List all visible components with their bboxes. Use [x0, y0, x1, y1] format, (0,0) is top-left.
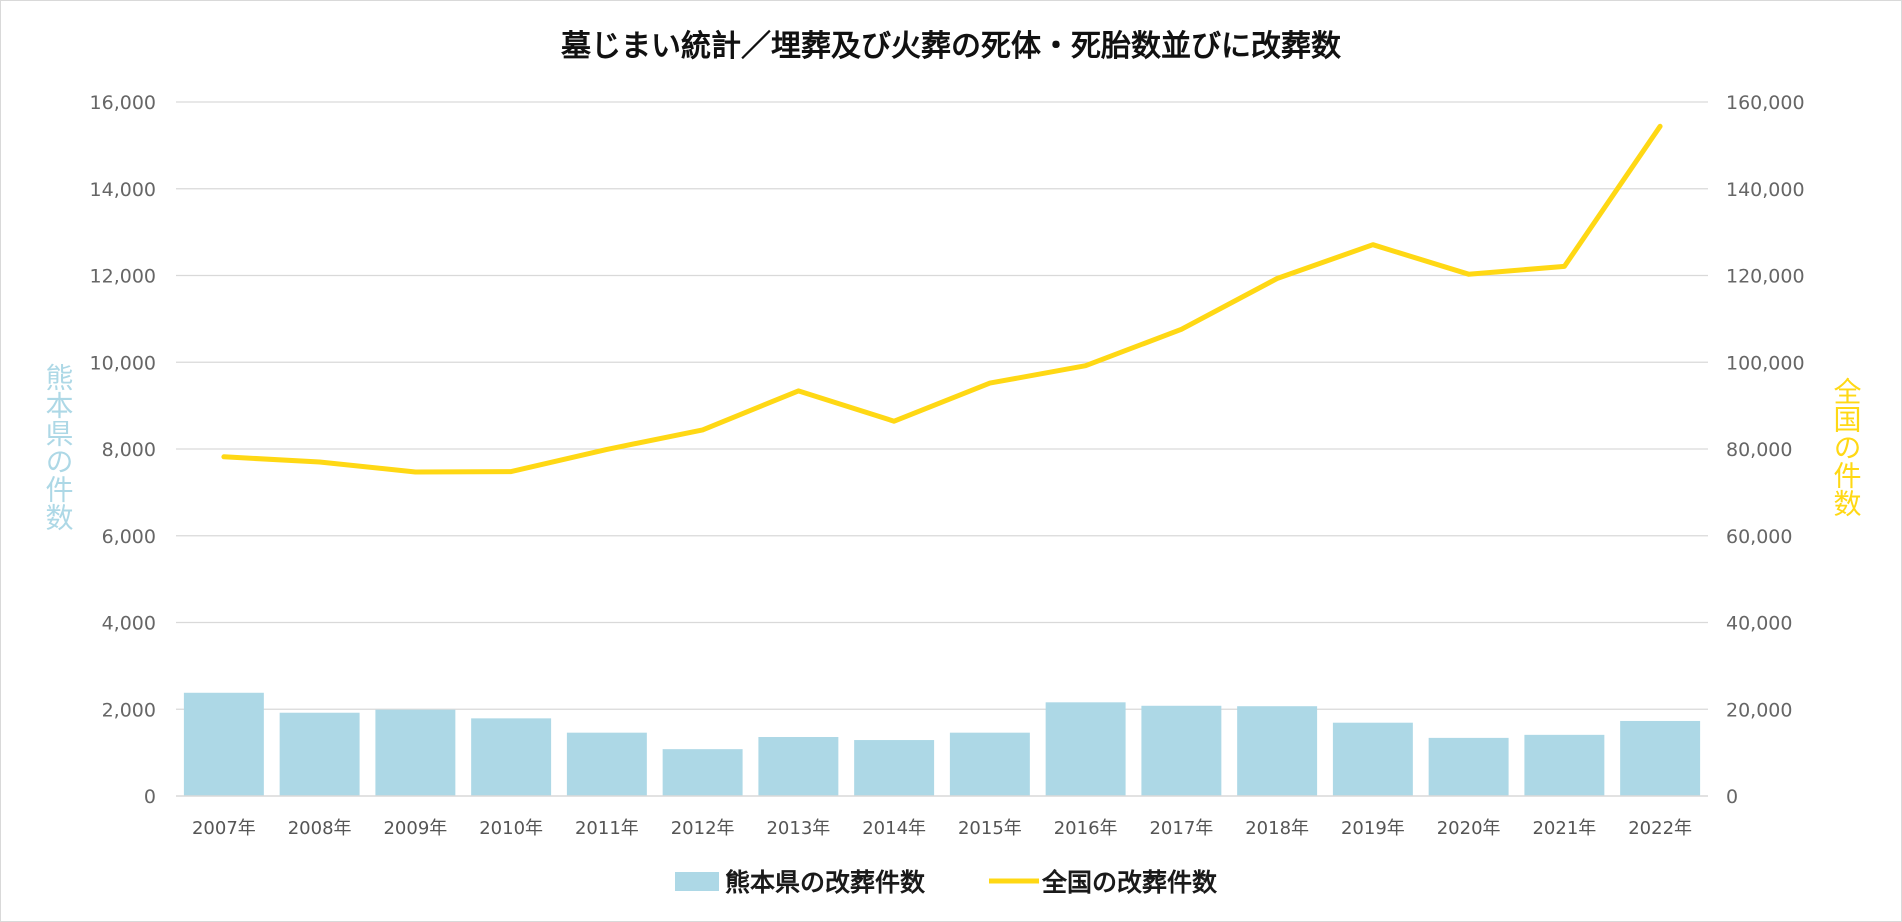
left-tick-label: 0	[144, 786, 156, 808]
x-tick-label: 2021年	[1532, 818, 1596, 839]
left-tick-label: 10,000	[90, 352, 156, 374]
x-tick-label: 2016年	[1054, 818, 1118, 839]
bar-2022年	[1620, 720, 1701, 796]
right-tick-label: 20,000	[1726, 699, 1792, 721]
line-series	[221, 123, 1663, 475]
bar-2007年	[183, 692, 264, 796]
right-axis-title: 全国の件数	[1830, 377, 1863, 517]
legend-bar-swatch	[675, 872, 719, 891]
right-tick-label: 120,000	[1726, 266, 1805, 288]
x-tick-label: 2011年	[575, 818, 639, 839]
national-line	[221, 123, 1663, 475]
left-tick-label: 4,000	[102, 613, 156, 635]
x-tick-label: 2017年	[1149, 818, 1213, 839]
bar-2010年	[471, 718, 552, 796]
left-tick-label: 14,000	[90, 179, 156, 201]
x-tick-label: 2019年	[1341, 818, 1405, 839]
bar-2008年	[279, 712, 360, 796]
right-tick-label: 80,000	[1726, 439, 1792, 461]
x-tick-label: 2008年	[288, 818, 352, 839]
right-tick-label: 140,000	[1726, 179, 1805, 201]
left-tick-label: 12,000	[90, 266, 156, 288]
bar-2014年	[854, 740, 935, 796]
bar-2016年	[1045, 702, 1126, 796]
legend-line-label: 全国の改葬件数	[1041, 868, 1218, 897]
right-axis-ticks: 0 20,000 40,000 60,000 80,000 100,000 120,000 1…	[1726, 92, 1805, 808]
right-tick-label: 0	[1726, 786, 1738, 808]
bar-2020年	[1428, 737, 1509, 796]
legend: 熊本県の改葬件数 全国の改葬件数	[675, 868, 1218, 897]
right-tick-label: 100,000	[1726, 352, 1805, 374]
bar-2017年	[1141, 705, 1222, 796]
x-tick-label: 2013年	[766, 818, 830, 839]
bar-2018年	[1237, 706, 1318, 796]
right-tick-label: 40,000	[1726, 613, 1792, 635]
x-axis-ticks: 2007年 2008年 2009年 2010年 2011年 2012年 2013年 2014年…	[192, 818, 1692, 839]
left-tick-label: 8,000	[102, 439, 156, 461]
left-tick-label: 16,000	[90, 92, 156, 114]
x-tick-label: 2010年	[479, 818, 543, 839]
chart-title: 墓じまい統計／埋葬及び火葬の死体・死胎数並びに改葬数	[560, 29, 1342, 64]
left-axis-ticks: 0 2,000 4,000 6,000 8,000 10,000 12,000 14,000 1…	[90, 92, 156, 808]
x-tick-label: 2009年	[383, 818, 447, 839]
x-tick-label: 2015年	[958, 818, 1022, 839]
bar-2015年	[949, 732, 1030, 796]
bar-2011年	[566, 732, 647, 796]
bar-2009年	[375, 709, 456, 796]
x-tick-label: 2014年	[862, 818, 926, 839]
left-axis-title: 熊本県の件数	[42, 363, 75, 531]
bar-2012年	[662, 749, 743, 796]
x-tick-label: 2022年	[1628, 818, 1692, 839]
right-tick-label: 160,000	[1726, 92, 1805, 114]
bar-series	[183, 692, 1701, 796]
bar-2013年	[758, 737, 839, 796]
x-tick-label: 2007年	[192, 818, 256, 839]
x-tick-label: 2020年	[1437, 818, 1501, 839]
gridlines	[176, 101, 1708, 710]
left-tick-label: 6,000	[102, 526, 156, 548]
bar-2019年	[1332, 722, 1413, 796]
x-tick-label: 2018年	[1245, 818, 1309, 839]
legend-bar-label: 熊本県の改葬件数	[725, 868, 926, 897]
left-tick-label: 2,000	[102, 699, 156, 721]
x-tick-label: 2012年	[671, 818, 735, 839]
bar-2021年	[1524, 734, 1605, 796]
right-tick-label: 60,000	[1726, 526, 1792, 548]
